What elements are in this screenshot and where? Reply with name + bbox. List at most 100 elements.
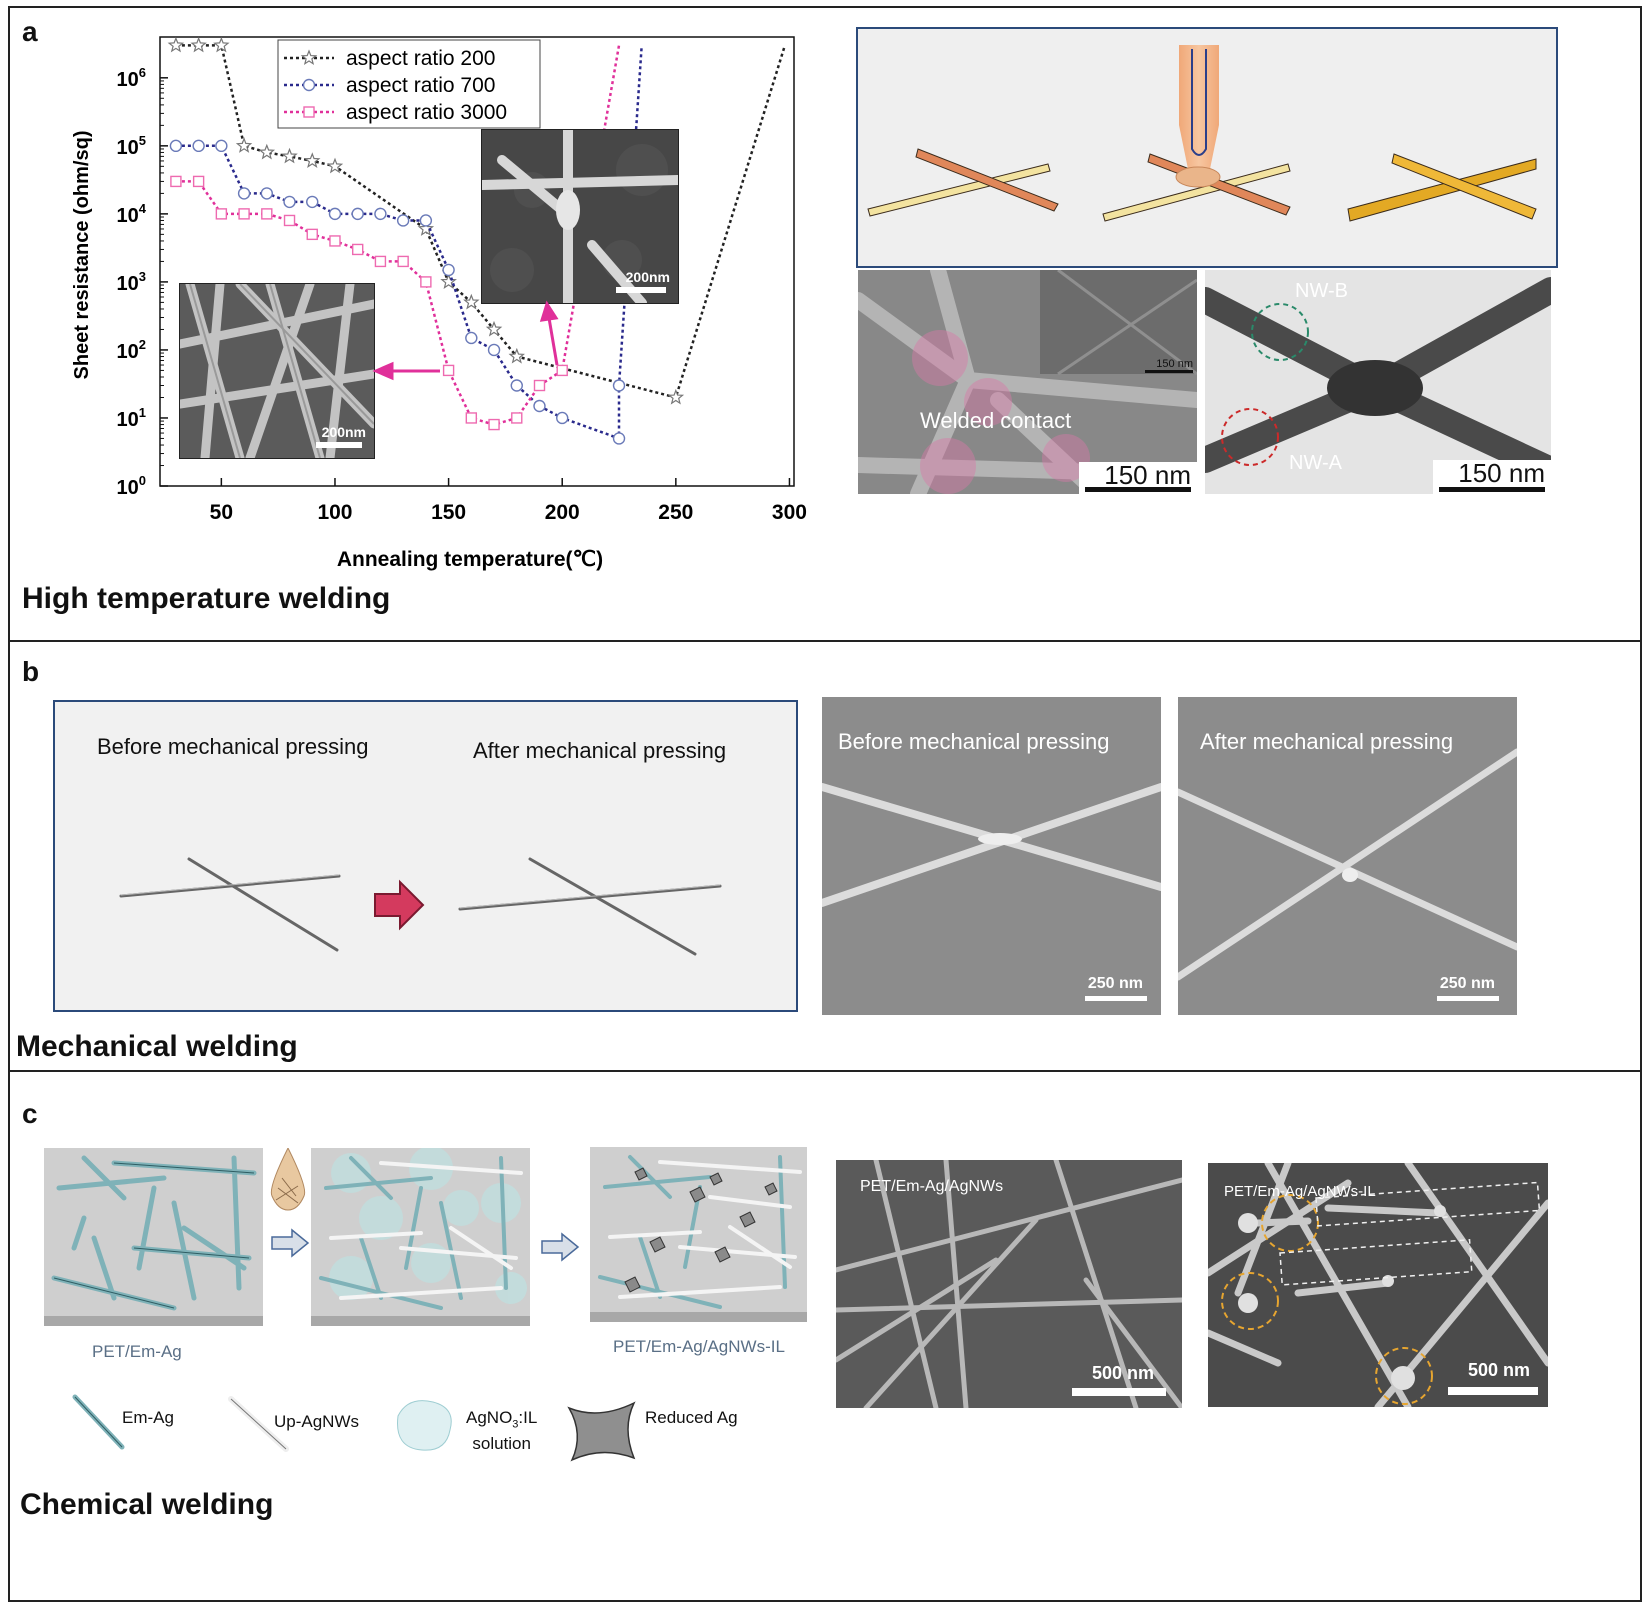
panel-b-title: Mechanical welding: [16, 1030, 298, 1063]
panel-a: [8, 6, 1642, 642]
pressing-arrow: [374, 879, 425, 931]
data-point: [612, 432, 626, 445]
data-point: [511, 412, 523, 424]
drop-icon: [268, 1146, 308, 1212]
chem-arrow-1: [270, 1228, 310, 1263]
data-point: [167, 36, 185, 53]
sem-after-scale-bar: [1437, 996, 1499, 1001]
data-point: [283, 214, 296, 227]
y-tick-label: 102: [117, 337, 146, 363]
inset-right-scale-bar: [616, 287, 666, 293]
legend-solution-line2: solution: [472, 1434, 531, 1454]
chem-step-1: [44, 1148, 263, 1316]
inset-sem-right: 200nm: [481, 129, 679, 304]
data-point: [442, 364, 455, 377]
pressing-schematic: Before mechanical pressing After mechani…: [53, 700, 798, 1012]
chem-step-3: [590, 1147, 807, 1312]
data-point: [465, 412, 478, 424]
x-tick-label: 50: [210, 501, 233, 524]
data-point: [215, 208, 228, 220]
y-tick-label: 100: [117, 473, 146, 499]
data-point: [281, 147, 298, 164]
legend-marker: [303, 106, 315, 118]
inset-left-scale-label: 200nm: [321, 424, 366, 440]
data-point: [169, 139, 183, 153]
data-point: [170, 175, 182, 188]
legend-label: aspect ratio 3000: [346, 101, 507, 124]
data-point: [508, 347, 525, 364]
legend-em-ag-label: Em-Ag: [122, 1408, 174, 1427]
data-point: [260, 187, 274, 200]
data-point: [488, 418, 500, 431]
schematic-wires-3: [1347, 153, 1537, 222]
sem-before-pressing: Before mechanical pressing 250 nm: [822, 697, 1161, 1015]
nw-a-label: NW-A: [1289, 452, 1342, 474]
data-point: [396, 214, 410, 227]
sem-before-label: Before mechanical pressing: [838, 729, 1110, 754]
legend-reduced-ag-label: Reduced Ag: [645, 1408, 738, 1427]
data-point: [215, 139, 228, 153]
sem-before-scale-bar: [1085, 996, 1147, 1001]
data-point: [306, 195, 319, 209]
series-0: [167, 36, 787, 405]
data-point: [485, 320, 503, 337]
y-tick-label: 104: [117, 201, 147, 227]
data-point: [351, 207, 364, 221]
data-point: [442, 263, 455, 277]
sem1-inset-scale-label: 150 nm: [1156, 358, 1193, 370]
x-tick-label: 250: [658, 501, 693, 524]
sem-after-pressing: After mechanical pressing 250 nm: [1178, 697, 1517, 1015]
legend-marker: [300, 49, 318, 66]
sem-agnws-scale-label: 500 nm: [1091, 1363, 1154, 1383]
data-point: [419, 214, 433, 227]
sem-agnws-label: PET/Em-Ag/AgNWs: [860, 1178, 1004, 1195]
inset-right-scale-label: 200nm: [625, 269, 670, 285]
legend-marker: [302, 78, 316, 92]
sem-agnws: PET/Em-Ag/AgNWs 500 nm: [836, 1160, 1182, 1408]
x-tick-label: 150: [431, 501, 466, 524]
legend-up-agnws-label: Up-AgNWs: [274, 1412, 360, 1431]
data-point: [420, 276, 432, 288]
y-tick-label: 101: [117, 405, 146, 431]
x-tick-label: 300: [772, 501, 807, 524]
sem-agnws-il-scale-bar: [1448, 1387, 1538, 1395]
y-tick-label: 106: [117, 65, 146, 91]
sem-after-label: After mechanical pressing: [1200, 729, 1454, 754]
chem-substrate-1: [44, 1316, 263, 1326]
data-point: [417, 220, 435, 236]
panel-c: [8, 1070, 1642, 1602]
legend-solution-icon: [388, 1396, 458, 1461]
legend-solution-line1: AgNO: [466, 1408, 513, 1427]
legend-up-agnws: [226, 1394, 296, 1459]
x-tick-label: 100: [317, 501, 352, 524]
panel-c-letter: c: [22, 1098, 38, 1129]
chem-substrate-3: [590, 1312, 807, 1322]
data-point: [258, 143, 276, 160]
data-point: [440, 273, 457, 289]
sem1-scale-bar: [1085, 487, 1191, 492]
data-point: [533, 399, 546, 413]
data-point: [374, 255, 387, 268]
sem-before-scale-label: 250 nm: [1087, 975, 1143, 992]
sem-agnws-scale-bar: [1072, 1388, 1166, 1396]
y-tick-label: 103: [117, 269, 146, 295]
legend-label: aspect ratio 200: [346, 47, 495, 70]
welded-contact-label: Welded contact: [920, 408, 1072, 433]
chem-arrow-2: [540, 1232, 580, 1267]
data-point: [328, 207, 342, 221]
legend-label: aspect ratio 700: [346, 74, 495, 97]
chem-cap-1: PET/Em-Ag: [92, 1342, 182, 1361]
sem-agnws-il: PET/Em-Ag/AgNWs-IL 500 nm: [1208, 1163, 1548, 1407]
data-point: [351, 243, 364, 256]
x-tick-label: 200: [545, 501, 580, 524]
legend-solution-sub: 3: [512, 1418, 519, 1431]
data-point: [238, 208, 250, 220]
schematic-wires-1: [867, 148, 1059, 217]
legend-reduced-ag-icon: [564, 1398, 644, 1473]
data-point: [667, 388, 685, 405]
panel-a-letter: a: [22, 16, 38, 47]
inset-sem-left: 200nm: [179, 283, 375, 459]
data-point: [465, 331, 478, 345]
data-point: [235, 137, 253, 153]
